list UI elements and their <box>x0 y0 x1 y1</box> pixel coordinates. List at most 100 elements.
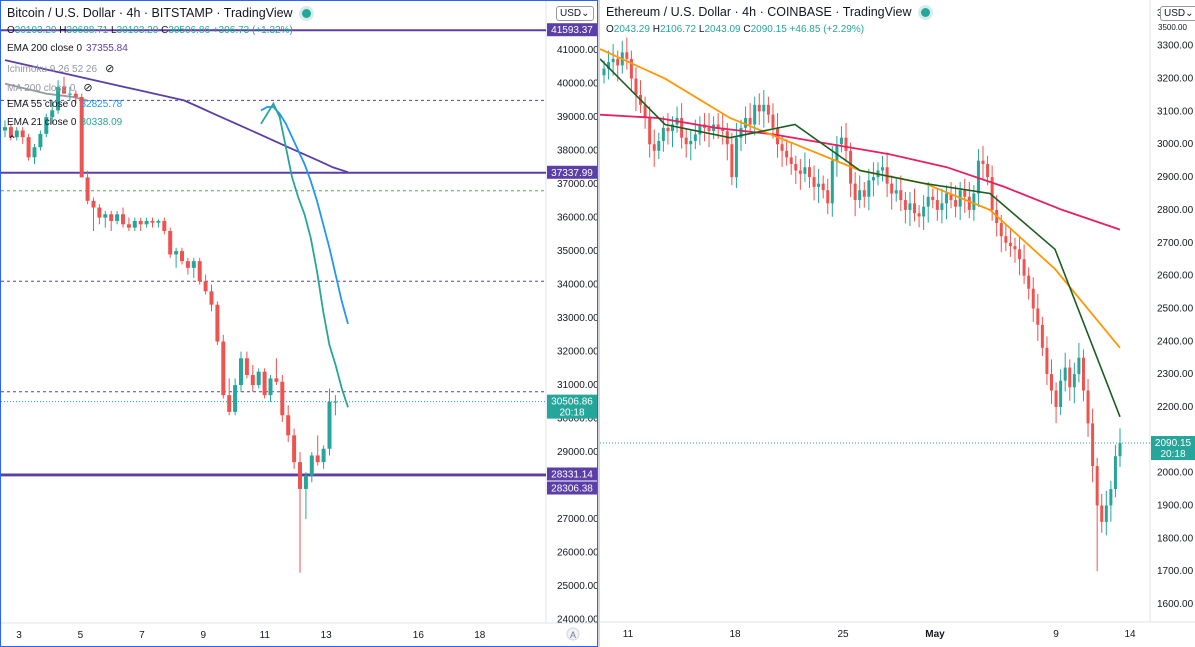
candle-body <box>762 104 766 112</box>
candle-body <box>103 214 108 218</box>
btc-high: 30688.71 <box>66 25 109 36</box>
candle-body <box>1063 367 1067 381</box>
collapse-legend-icon[interactable]: ⌃ <box>7 133 18 147</box>
candle-body <box>26 137 31 158</box>
candle-body <box>739 127 743 138</box>
btc-change: +396.73 (+1.32%) <box>212 25 293 36</box>
candle-body <box>1050 374 1054 391</box>
hidden-eye-icon[interactable]: ⊘ <box>105 63 115 75</box>
y-tick-label: 25000.00 <box>557 581 597 592</box>
candle-body <box>1109 489 1113 506</box>
candle-body <box>1004 236 1008 243</box>
candle-body <box>32 147 37 158</box>
btc-chart-pane[interactable]: 24000.0025000.0026000.0027000.0028000.00… <box>0 0 598 647</box>
candle-body <box>835 144 839 161</box>
x-tick-label: 3 <box>16 630 22 641</box>
x-tick-label: 25 <box>837 629 849 640</box>
y-tick-label: 2900.00 <box>1157 172 1194 183</box>
candle-body <box>817 183 821 187</box>
candle-body <box>730 144 734 178</box>
candle-body <box>1022 259 1026 276</box>
y-tick-label: 32000.00 <box>557 347 597 358</box>
candle-body <box>121 214 125 225</box>
eth-close: 2090.15 <box>750 24 787 35</box>
y-tick-label: 2700.00 <box>1157 238 1194 249</box>
candle-body <box>734 137 738 178</box>
indicator-ma200[interactable]: MA 200 close 0 ⊘ <box>7 81 93 94</box>
candle-body <box>890 183 894 194</box>
candle-body <box>629 58 633 79</box>
candle-body <box>986 163 990 178</box>
eth-currency-select[interactable]: USD⌄ <box>1160 6 1195 21</box>
candle-body <box>292 435 297 463</box>
btc-symbol-title[interactable]: Bitcoin / U.S. Dollar <box>7 6 116 20</box>
candle-body <box>185 261 190 268</box>
x-tick-label: May <box>925 629 945 640</box>
indicator-label: Ichimoku 9 26 52 26 <box>7 64 98 75</box>
candle-body <box>931 196 935 201</box>
indicator-ichimoku[interactable]: Ichimoku 9 26 52 26 ⊘ <box>7 62 114 75</box>
candle-body <box>807 167 811 178</box>
eth-symbol-title[interactable]: Ethereum / U.S. Dollar <box>606 5 732 19</box>
candle-body <box>670 124 674 132</box>
btc-ohlc-readout: O30103.20 H30688.71 L30103.20 C30506.86 … <box>7 25 293 36</box>
candle-body <box>821 183 825 191</box>
candle-body <box>221 341 226 396</box>
candle-body <box>1077 357 1081 375</box>
indicator-ema21[interactable]: EMA 21 close 0 30338.09 <box>7 117 122 128</box>
candle-body <box>698 124 702 135</box>
y-tick-label: 26000.00 <box>557 548 597 559</box>
y-tick-label: 30000.00 <box>557 414 597 425</box>
candle-body <box>981 160 985 164</box>
y-tick-label: 3500.00 <box>1158 23 1187 32</box>
x-tick-label: 11 <box>260 630 271 641</box>
candle-body <box>85 177 90 201</box>
y-tick-label: 2600.00 <box>1157 271 1194 282</box>
btc-currency-select[interactable]: USD⌄ <box>556 6 594 21</box>
indicator-label: EMA 200 close 0 <box>7 43 83 54</box>
pane-divider[interactable] <box>598 0 600 647</box>
candle-body <box>209 291 214 305</box>
candle-body <box>652 144 656 151</box>
candle-body <box>256 371 261 386</box>
candle-body <box>949 193 953 201</box>
candle-body <box>1081 357 1085 391</box>
candle-body <box>1072 374 1076 388</box>
candle-body <box>771 114 775 128</box>
candle-body <box>215 304 220 342</box>
candle-body <box>976 160 980 194</box>
candle-body <box>780 144 784 151</box>
auto-scale-button <box>566 627 580 641</box>
candle-body <box>972 193 976 210</box>
indicator-line-1 <box>4 82 88 102</box>
eth-interval[interactable]: 4h <box>742 5 757 19</box>
candle-body <box>227 395 232 412</box>
eth-chart-svg[interactable]: 1600.001700.001800.001900.002000.002100.… <box>600 0 1195 647</box>
indicator-ema200[interactable]: EMA 200 close 0 37355.84 <box>7 43 128 54</box>
candle-body <box>203 281 208 292</box>
y-tick-label: 1900.00 <box>1157 500 1194 511</box>
candle-body <box>73 93 78 97</box>
eth-chart-pane[interactable]: 1600.001700.001800.001900.002000.002100.… <box>600 0 1195 647</box>
candle-body <box>1036 308 1040 325</box>
price-tag-text: 41593.37 <box>551 25 593 36</box>
btc-chart-svg[interactable]: 24000.0025000.0026000.0027000.0028000.00… <box>1 1 597 646</box>
price-tag-bg <box>547 23 597 37</box>
candle-body <box>716 124 720 128</box>
candle-body <box>625 52 629 59</box>
btc-open: 30103.20 <box>14 25 57 36</box>
price-tag: 28331.14 <box>547 467 597 481</box>
eth-open: 2043.29 <box>613 24 650 35</box>
indicator-ema55[interactable]: EMA 55 close 0 32825.78 <box>7 99 122 110</box>
candle-body <box>162 220 167 231</box>
candle-body <box>262 371 267 396</box>
candle-body <box>602 68 606 76</box>
candle-body <box>922 206 926 217</box>
candle-body <box>648 117 652 145</box>
hidden-eye-icon[interactable]: ⊘ <box>83 82 93 94</box>
market-open-status-icon <box>302 9 312 19</box>
btc-interval[interactable]: 4h <box>126 6 141 20</box>
candle-body <box>250 375 255 386</box>
candle-body <box>268 378 273 396</box>
candle-body <box>744 117 748 128</box>
